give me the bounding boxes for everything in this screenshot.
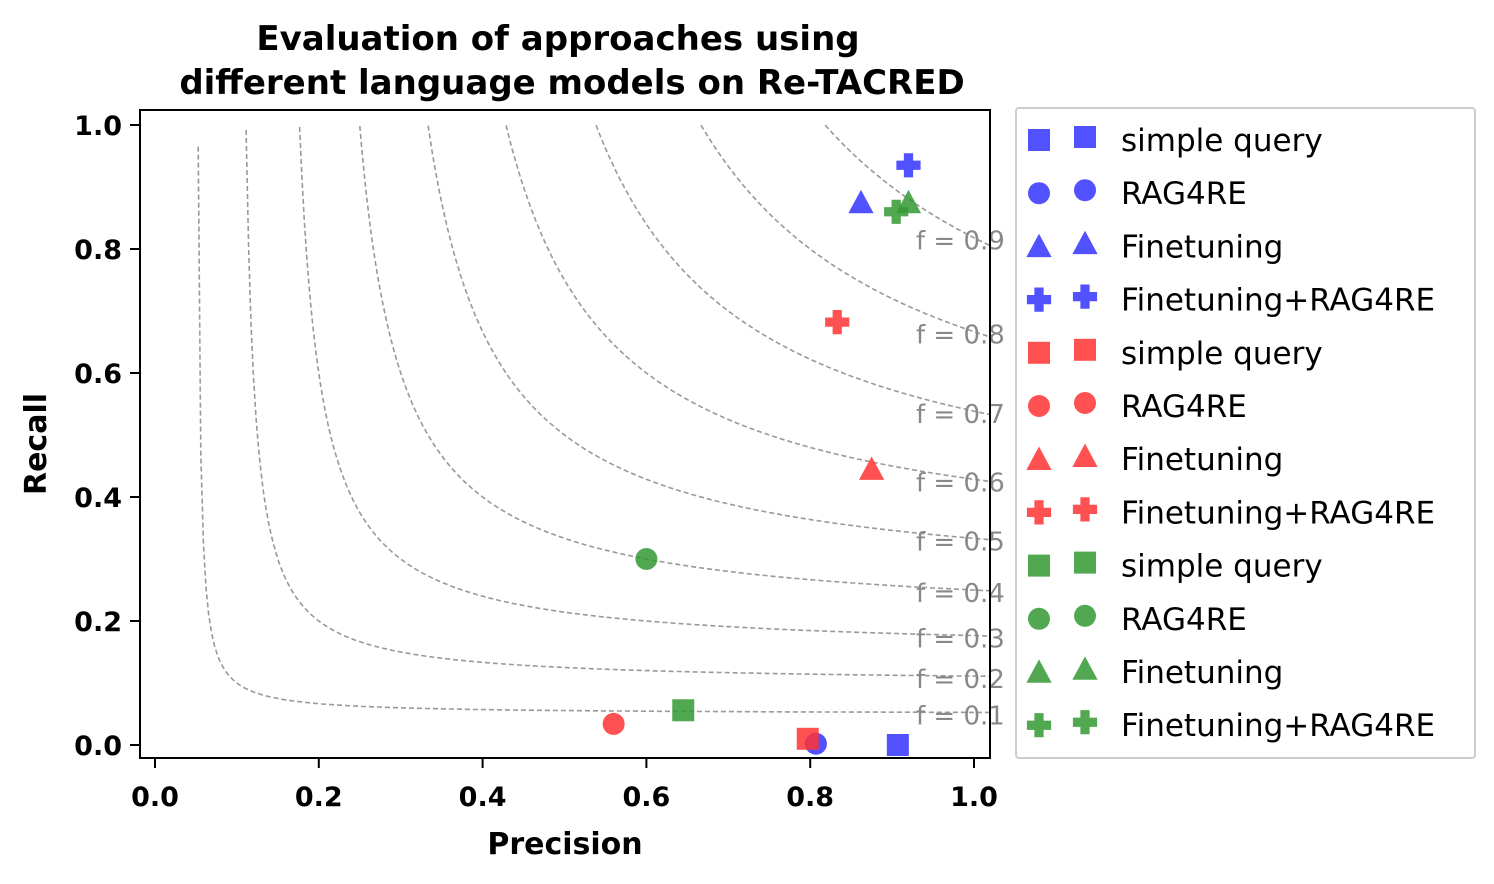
x-tick-label: 0.8 [786, 782, 834, 813]
legend-marker-circle [1074, 604, 1096, 627]
f-score-isoline-label: f = 0.8 [916, 321, 1005, 351]
legend-marker-plus [1026, 287, 1052, 312]
f-score-isoline [245, 129, 990, 678]
legend-label: Finetuning+RAG4RE [1121, 495, 1435, 531]
legend-marker-triangle [1072, 443, 1098, 467]
data-points [602, 153, 922, 756]
legend-marker-plus [1026, 713, 1052, 738]
legend-marker-triangle [1072, 656, 1098, 680]
legend-item: Finetuning+RAG4RE [1026, 495, 1435, 531]
f-score-isoline-label: f = 0.1 [916, 701, 1005, 731]
legend-item: RAG4RE [1028, 602, 1247, 638]
legend-marker-circle [1074, 179, 1096, 202]
y-tick-label: 0.4 [74, 483, 122, 514]
y-tick-label: 0.8 [74, 235, 122, 266]
x-tick-label: 0.0 [131, 782, 179, 813]
f-score-isoline-label: f = 0.6 [916, 468, 1005, 498]
f-score-isoline [359, 125, 990, 592]
f-score-isolines [197, 124, 990, 714]
legend-marker-square [1028, 341, 1050, 364]
legend-marker-square [1074, 126, 1096, 148]
f-score-isoline-label: f = 0.9 [916, 227, 1005, 257]
legend-marker-square [1028, 554, 1050, 577]
data-point-plus [825, 310, 850, 335]
legend-item: Finetuning+RAG4RE [1026, 283, 1435, 319]
legend-box [1015, 107, 1476, 759]
legend-marker-circle [1028, 182, 1050, 205]
data-point-plus [896, 153, 921, 178]
y-tick-label: 0.6 [74, 359, 122, 390]
legend-item: RAG4RE [1028, 176, 1247, 212]
y-tick-label: 0.0 [74, 731, 122, 762]
legend-label: RAG4RE [1121, 602, 1247, 638]
legend-marker-circle [1028, 395, 1050, 417]
y-tick-label: 0.2 [74, 607, 122, 638]
legend-marker-circle [1028, 607, 1050, 630]
chart-title-line-2: different language models on Re-TACRED [179, 63, 964, 103]
legend-item: Finetuning [1026, 442, 1283, 478]
y-tick-label: 1.0 [74, 111, 122, 142]
legend-marker-plus [1072, 710, 1098, 735]
f-score-isoline-label: f = 0.4 [916, 579, 1005, 609]
x-axis-ticks: 0.0 0.2 0.4 0.6 0.8 1.0 [131, 758, 998, 813]
f-score-isoline [595, 124, 990, 416]
chart-title-line-1: Evaluation of approaches using [256, 19, 859, 59]
legend-marker-triangle [1026, 233, 1052, 258]
plot-frame [139, 109, 991, 759]
legend-marker-square [1074, 338, 1096, 361]
legend-marker-square [1028, 129, 1050, 151]
x-tick-label: 0.2 [295, 782, 343, 813]
legend-marker-plus [1026, 500, 1052, 525]
f-score-isoline-label: f = 0.2 [916, 665, 1005, 695]
f-score-isoline [427, 125, 990, 541]
data-point-triangle [848, 189, 874, 214]
legend-label: Finetuning [1121, 442, 1283, 478]
legend-label: simple query [1121, 123, 1323, 159]
data-point-circle [602, 712, 625, 735]
y-axis-label: Recall [19, 393, 54, 495]
legend-marker-plus [1072, 284, 1098, 309]
legend-marker-square [1074, 551, 1096, 574]
legend-label: RAG4RE [1121, 389, 1247, 425]
legend-item: simple query [1028, 336, 1323, 372]
legend-marker-triangle [1072, 230, 1098, 255]
data-point-square [796, 727, 819, 750]
f-score-isoline-label: f = 0.3 [916, 625, 1005, 655]
legend-marker-triangle [1026, 446, 1052, 470]
f-score-isoline [700, 124, 990, 338]
legend-item: Finetuning [1026, 229, 1283, 265]
legend-item: simple query [1028, 549, 1323, 585]
legend-label: RAG4RE [1121, 176, 1247, 212]
x-tick-label: 0.4 [459, 782, 507, 813]
data-point-triangle [858, 456, 885, 480]
x-tick-label: 1.0 [950, 782, 998, 813]
data-point-square [886, 734, 909, 756]
legend-item: Finetuning [1026, 655, 1283, 691]
f-score-isoline-labels: f = 0.1 f = 0.2 f = 0.3 f = 0.4 f = 0.5 f = 0… [916, 227, 1005, 732]
data-point-square [672, 699, 695, 722]
f-score-isoline-label: f = 0.7 [916, 400, 1005, 430]
f-score-isoline-label: f = 0.5 [916, 527, 1005, 557]
f-score-isoline [197, 146, 990, 714]
x-tick-label: 0.6 [622, 782, 670, 813]
data-point-plus [884, 199, 909, 224]
legend-item: Finetuning+RAG4RE [1026, 708, 1435, 744]
y-axis-ticks: 0.0 0.2 0.4 0.6 0.8 1.0 [74, 111, 140, 762]
legend-label: simple query [1121, 336, 1323, 372]
legend-label: simple query [1121, 549, 1323, 585]
legend-item: simple query [1028, 123, 1323, 159]
legend-label: Finetuning [1121, 229, 1283, 265]
legend-marker-triangle [1026, 659, 1052, 683]
legend-label: Finetuning+RAG4RE [1121, 708, 1435, 744]
legend-item: RAG4RE [1028, 389, 1247, 425]
legend-marker-plus [1072, 497, 1098, 522]
data-point-circle [635, 548, 658, 570]
legend-label: Finetuning+RAG4RE [1121, 283, 1435, 319]
f-score-isoline [298, 126, 990, 637]
x-axis-label: Precision [487, 827, 642, 862]
legend: simple query RAG4RE Finetuning Finetuning+R… [1015, 107, 1476, 759]
legend-label: Finetuning [1121, 655, 1283, 691]
legend-marker-circle [1074, 392, 1096, 414]
